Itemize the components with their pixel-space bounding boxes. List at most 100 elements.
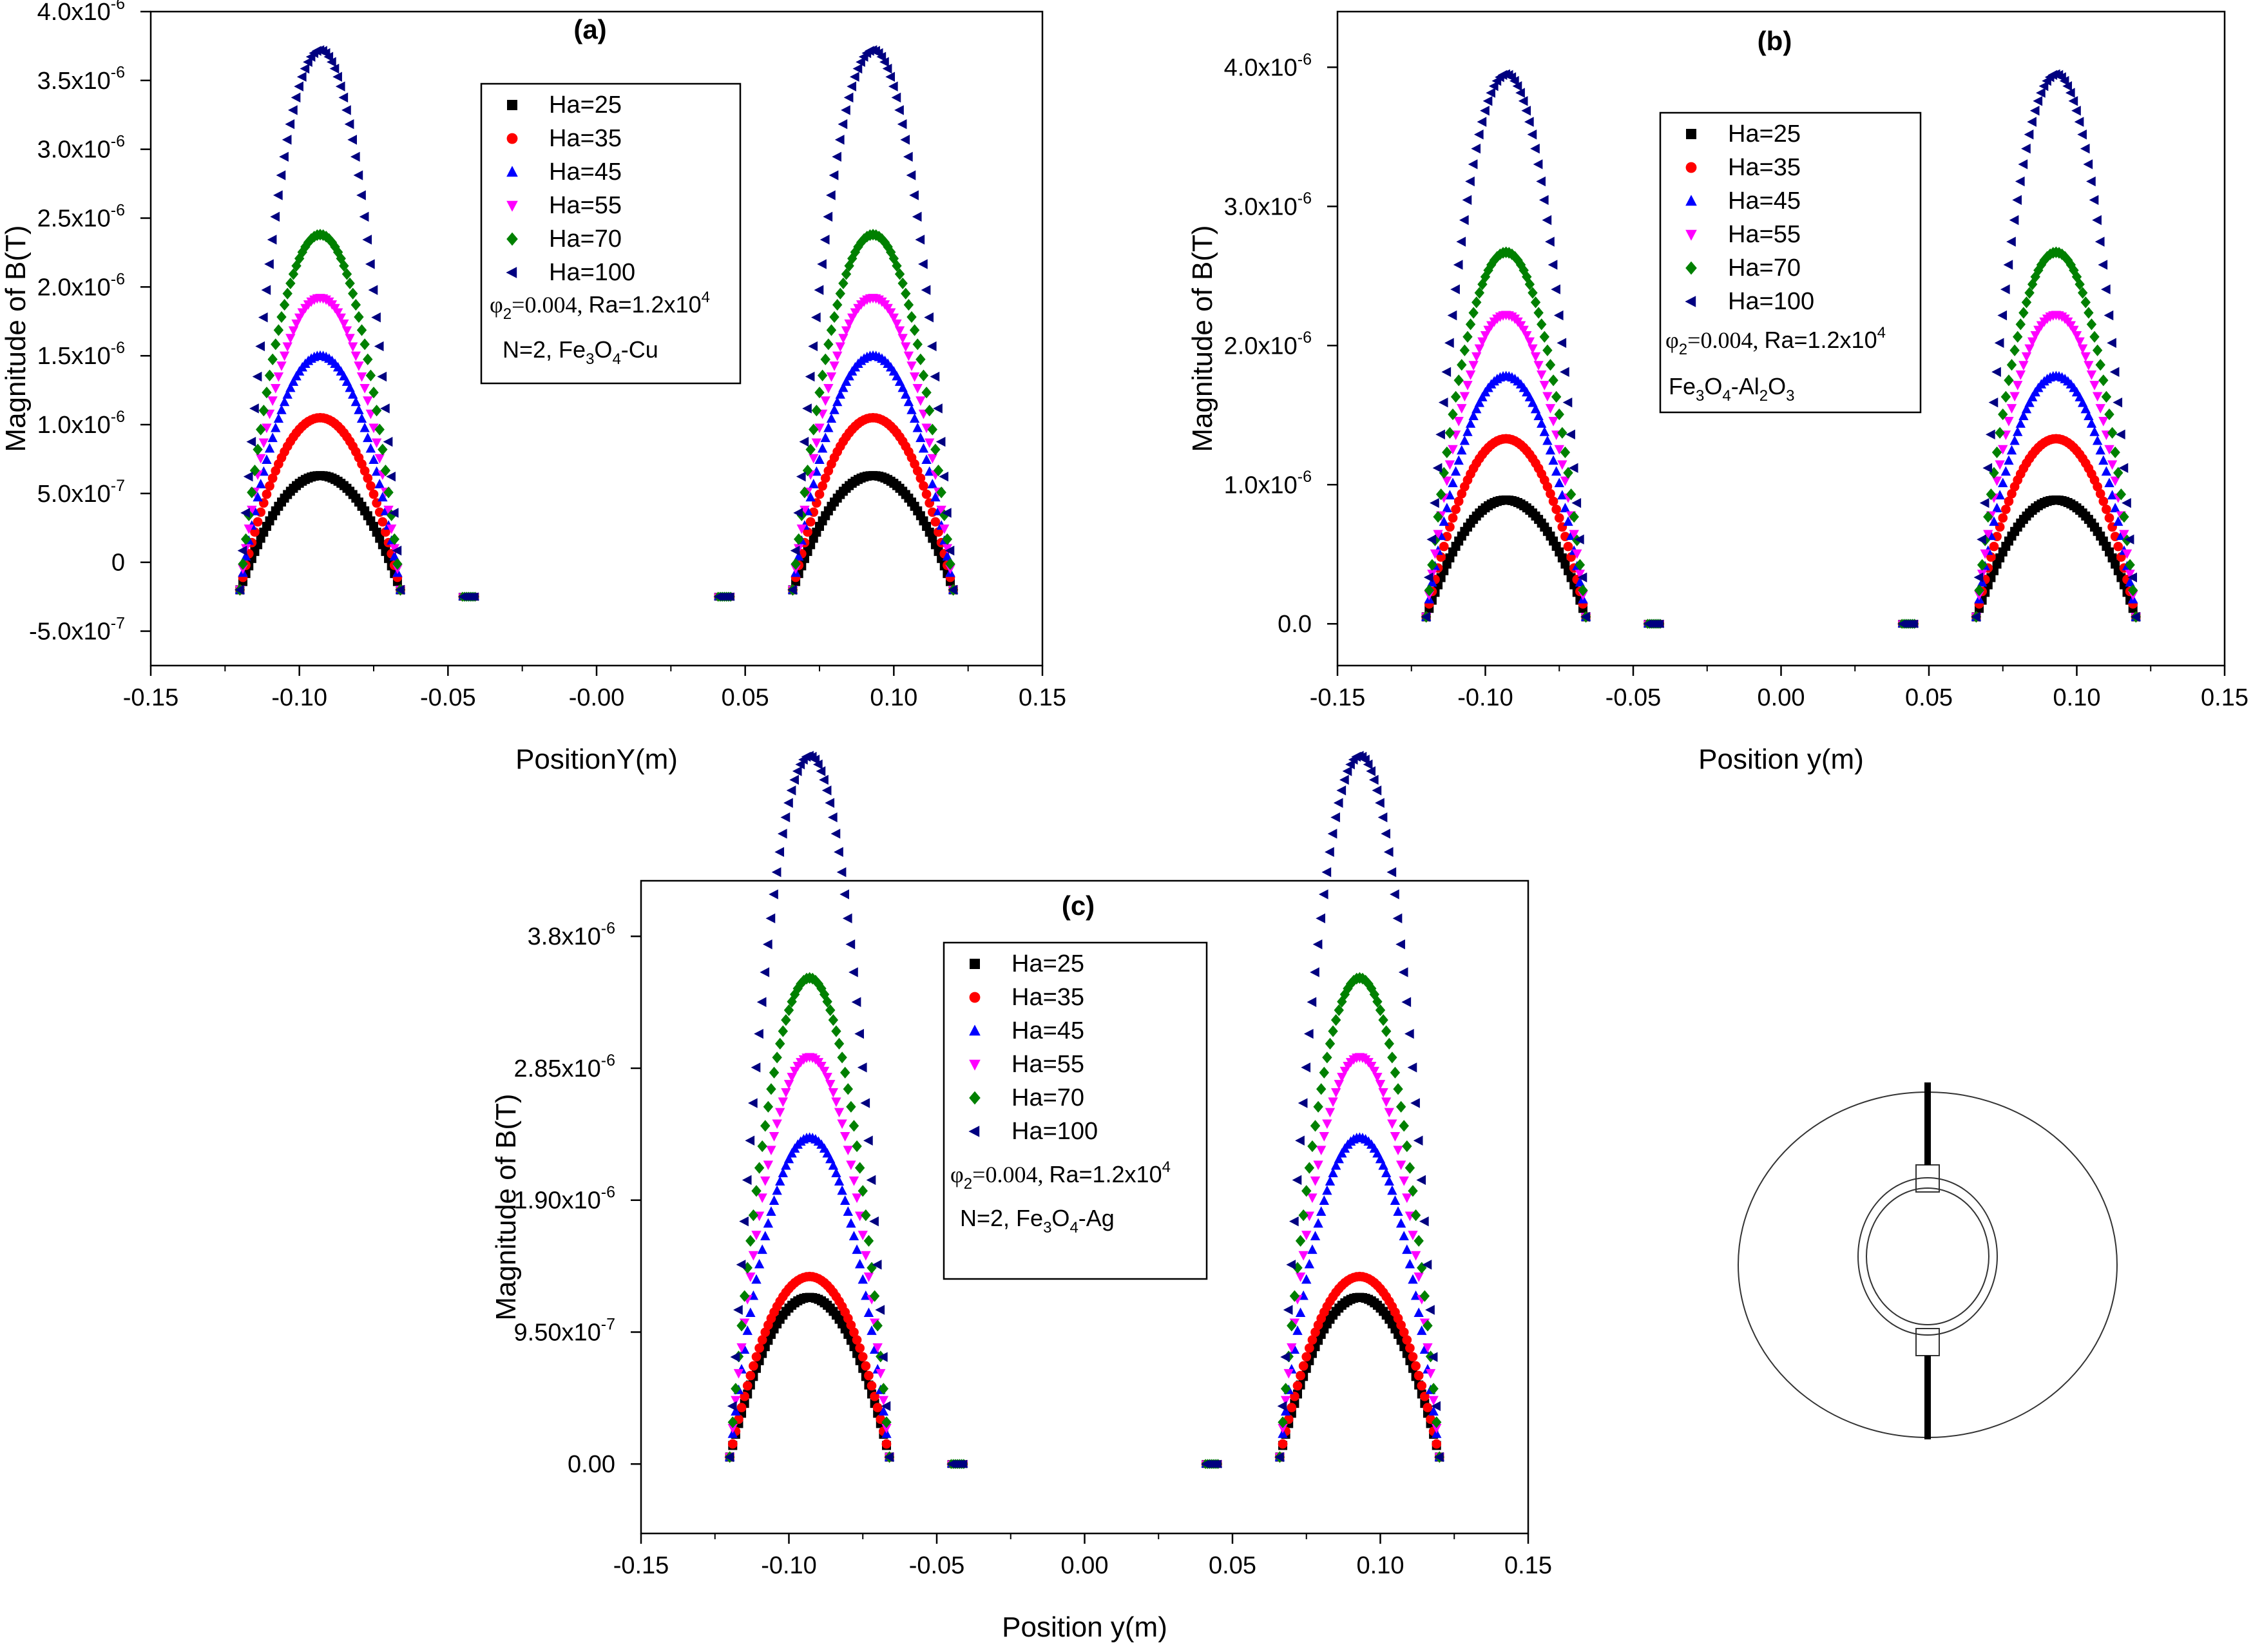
data-point-ha-100 [834, 847, 843, 858]
data-point-ha-100 [1574, 534, 1584, 544]
data-point-ha-100 [335, 81, 345, 91]
data-point-ha-70 [2116, 488, 2127, 501]
data-point-ha-70 [2021, 296, 2032, 309]
data-point-ha-70 [1278, 1416, 1288, 1428]
data-point-ha-45 [2000, 466, 2011, 476]
data-point-ha-100 [2003, 260, 2013, 270]
data-point-ha-70 [835, 287, 845, 300]
data-point-ha-45 [834, 1176, 845, 1186]
data-point-ha-45 [258, 466, 269, 476]
data-point-ha-100 [1395, 939, 1405, 950]
data-point-ha-100 [876, 52, 887, 62]
data-point-ha-100 [819, 235, 830, 245]
data-point-ha-55 [336, 313, 346, 323]
data-point-ha-55 [1998, 445, 2008, 455]
data-point-ha-45 [2009, 435, 2020, 445]
data-point-ha-45 [2018, 410, 2029, 421]
data-point-ha-35 [1307, 1335, 1318, 1345]
data-point-ha-45 [2104, 477, 2114, 488]
data-point-ha-70 [879, 236, 890, 249]
data-point-ha-55 [1477, 337, 1488, 347]
data-point-ha-45 [1453, 455, 1464, 465]
data-point-ha-100 [909, 190, 919, 200]
data-point-ha-70 [1995, 427, 2005, 439]
data-point-ha-55 [936, 505, 946, 515]
data-point-ha-55 [781, 1088, 791, 1098]
data-point-ha-35 [2102, 504, 2111, 514]
legend-label: Ha=45 [1011, 1017, 1084, 1044]
data-point-ha-70 [240, 533, 251, 545]
data-point-ha-55 [2080, 352, 2091, 362]
data-point-ha-100 [1423, 572, 1433, 582]
data-point-ha-55 [273, 372, 284, 382]
data-point-ha-45 [848, 1231, 859, 1241]
data-point-ha-55 [1310, 1177, 1321, 1186]
data-point-ha-45 [2113, 516, 2123, 526]
legend-marker [506, 267, 517, 278]
data-point-ha-45 [279, 396, 290, 407]
data-point-ha-100 [1560, 367, 1569, 378]
data-point-ha-70 [772, 1052, 782, 1064]
data-point-ha-70 [1457, 359, 1467, 371]
data-point-ha-45 [1442, 503, 1452, 513]
data-point-ha-55 [374, 454, 385, 464]
data-point-ha-55 [1393, 1146, 1403, 1156]
data-point-ha-100 [374, 341, 384, 352]
legend-box [1659, 111, 1922, 414]
data-point-ha-100 [857, 1062, 867, 1073]
data-point-ha-100 [1465, 176, 1475, 187]
data-point-ha-100 [1292, 1175, 1302, 1186]
data-point-ha-70 [356, 324, 367, 336]
data-point-ha-55 [341, 326, 352, 336]
data-point-ha-100 [796, 471, 806, 482]
y-tick-label: 2.0x10-6 [37, 270, 125, 301]
data-point-ha-55 [763, 1160, 774, 1171]
data-point-ha-70 [247, 486, 257, 499]
data-point-ha-55 [1465, 370, 1476, 380]
data-point-ha-70 [1450, 390, 1461, 403]
data-point-ha-45 [1378, 1160, 1388, 1170]
legend-label: Ha=100 [549, 259, 635, 286]
legend-marker [1685, 261, 1697, 275]
data-point-ha-70 [846, 1100, 856, 1113]
y-tick-label: 2.0x10-6 [1224, 329, 1312, 360]
data-point-ha-100 [948, 584, 957, 595]
data-point-ha-100 [2062, 81, 2073, 91]
data-point-ha-35 [805, 517, 816, 527]
data-point-ha-70 [2063, 254, 2073, 267]
data-point-ha-100 [1447, 310, 1457, 321]
data-point-ha-70 [811, 405, 822, 417]
data-point-ha-70 [350, 298, 361, 311]
data-point-ha-35 [2095, 488, 2105, 499]
data-point-ha-100 [933, 403, 943, 414]
data-point-ha-100 [2038, 81, 2049, 91]
data-point-ha-55 [2013, 381, 2023, 390]
data-point-ha-70 [1477, 278, 1488, 291]
data-point-ha-100 [1510, 75, 1519, 86]
data-point-ha-55 [1983, 530, 1993, 540]
data-point-ha-55 [1301, 1231, 1312, 1241]
data-point-ha-70 [363, 353, 373, 365]
data-point-ha-100 [1982, 463, 1993, 474]
legend-label: Ha=35 [549, 125, 622, 152]
data-point-ha-45 [1560, 503, 1571, 513]
data-point-ha-70 [2110, 446, 2120, 459]
inner-cylinder-outer-wall [1857, 1177, 1998, 1336]
data-point-ha-70 [791, 558, 801, 570]
data-point-ha-55 [2075, 337, 2085, 347]
data-point-ha-100 [1580, 611, 1590, 622]
data-point-ha-55 [901, 342, 911, 352]
data-point-ha-45 [1304, 1258, 1315, 1269]
data-point-ha-70 [339, 260, 349, 272]
x-tick-label: -0.10 [1457, 684, 1513, 711]
data-point-ha-70 [892, 260, 902, 272]
data-point-ha-100 [2086, 176, 2096, 187]
data-point-ha-70 [2018, 307, 2029, 319]
data-point-ha-100 [1325, 847, 1334, 858]
data-point-ha-55 [892, 319, 902, 329]
data-point-ha-70 [1287, 1320, 1297, 1332]
data-point-ha-100 [941, 508, 952, 518]
data-point-ha-100 [1301, 1062, 1311, 1073]
data-point-ha-45 [823, 422, 834, 432]
data-point-ha-100 [1991, 367, 2001, 378]
